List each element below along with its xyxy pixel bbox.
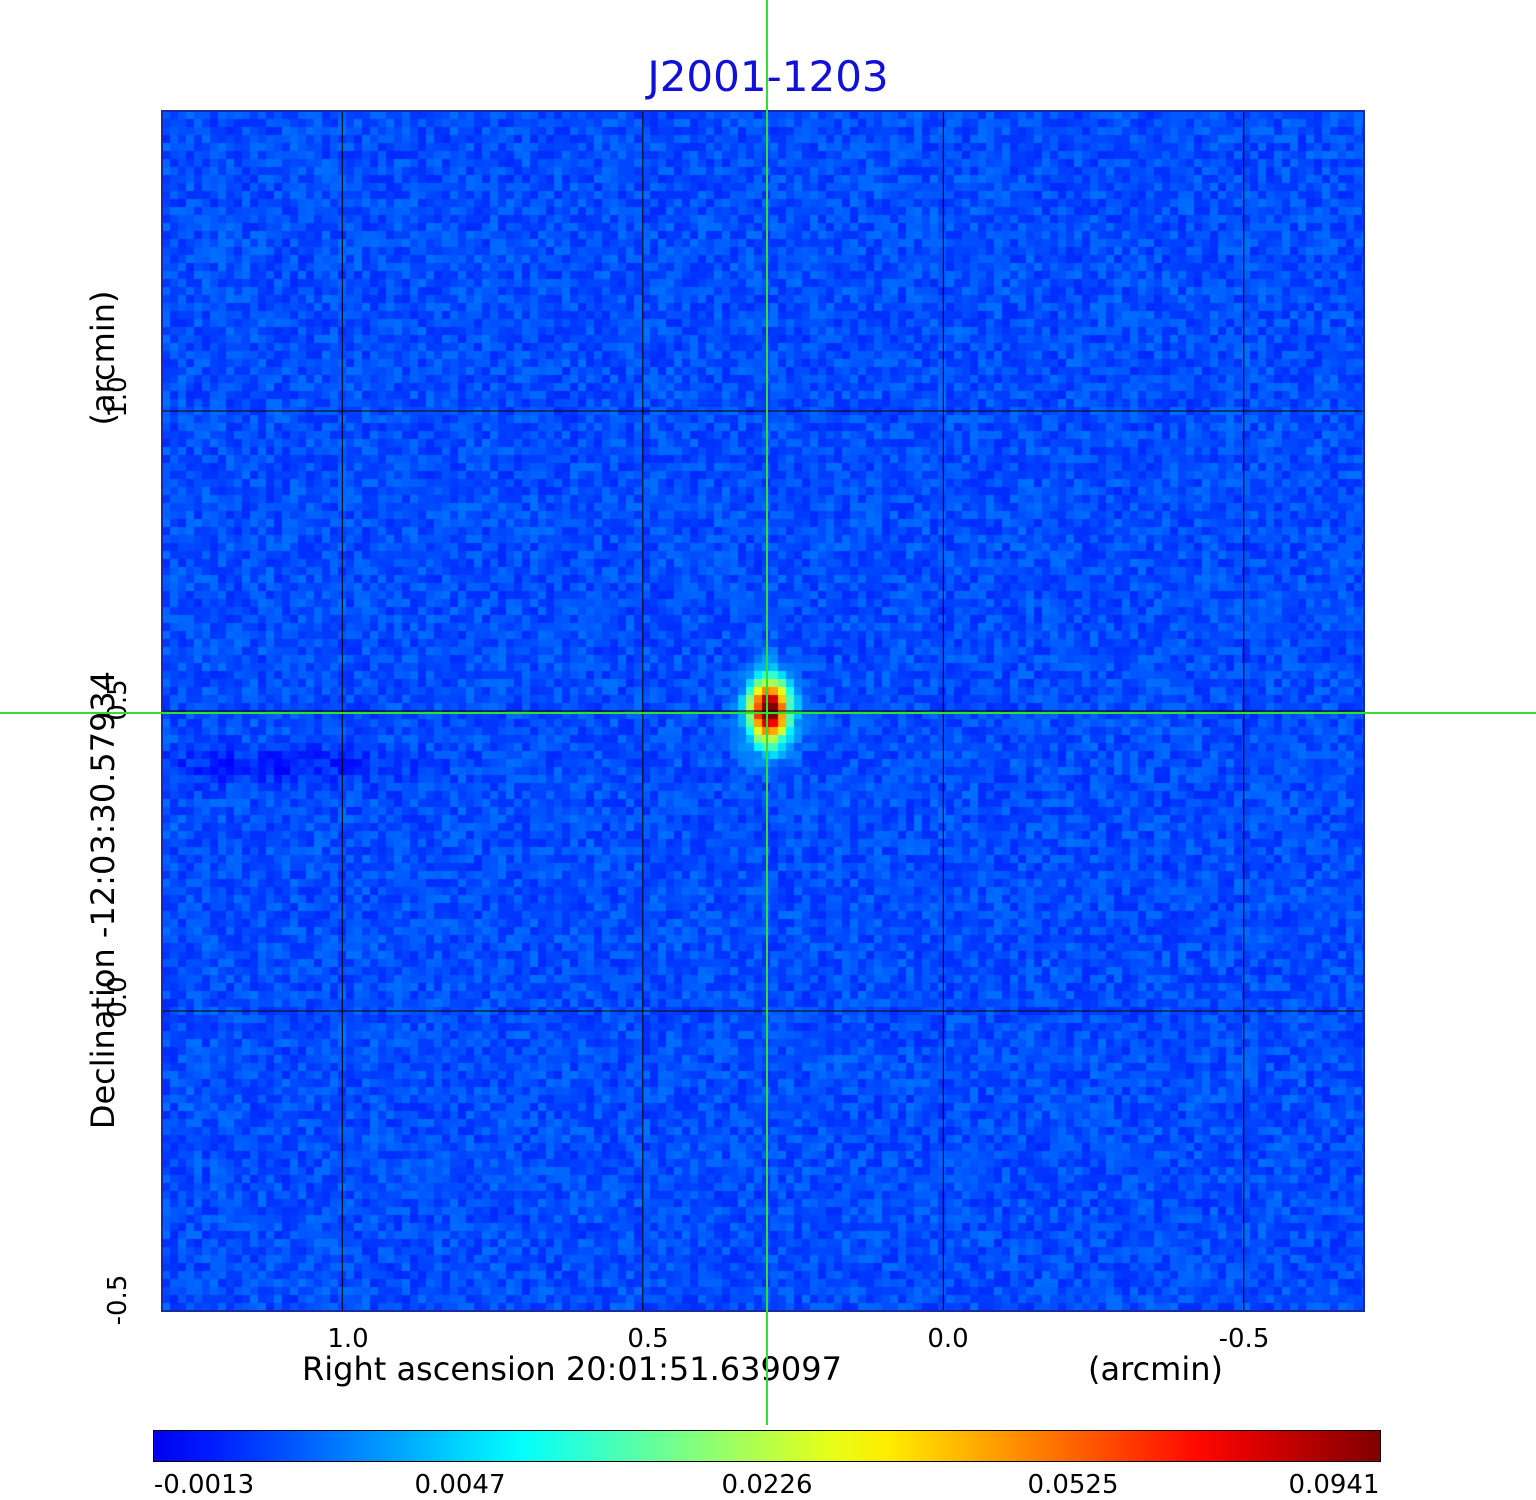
x-tick-label: 0.0 <box>927 1324 969 1354</box>
colorbar-tick-label: 0.0047 <box>414 1470 506 1500</box>
x-tick-label: 0.5 <box>627 1324 669 1354</box>
chart-title: J2001-1203 <box>647 52 889 101</box>
y-axis-label: Declination -12:03:30.57934 <box>84 670 122 1130</box>
colorbar-tick-label: 0.0941 <box>1288 1470 1380 1500</box>
x-axis-unit: (arcmin) <box>1088 1350 1223 1388</box>
plot-frame <box>161 110 1365 1312</box>
y-axis-unit: (arcmin) <box>84 290 122 426</box>
colorbar-tick-label: 0.0226 <box>721 1470 813 1500</box>
x-axis-label: Right ascension 20:01:51.639097 <box>302 1350 842 1388</box>
colorbar-tick-label: 0.0525 <box>1027 1470 1119 1500</box>
y-tick-label: -0.5 <box>103 1274 133 1326</box>
x-tick-label: -0.5 <box>1218 1324 1270 1354</box>
x-tick-label: 1.0 <box>327 1324 369 1354</box>
crosshair-horizontal <box>0 712 1536 714</box>
colorbar <box>153 1430 1381 1462</box>
colorbar-tick-label: -0.0013 <box>153 1470 255 1500</box>
